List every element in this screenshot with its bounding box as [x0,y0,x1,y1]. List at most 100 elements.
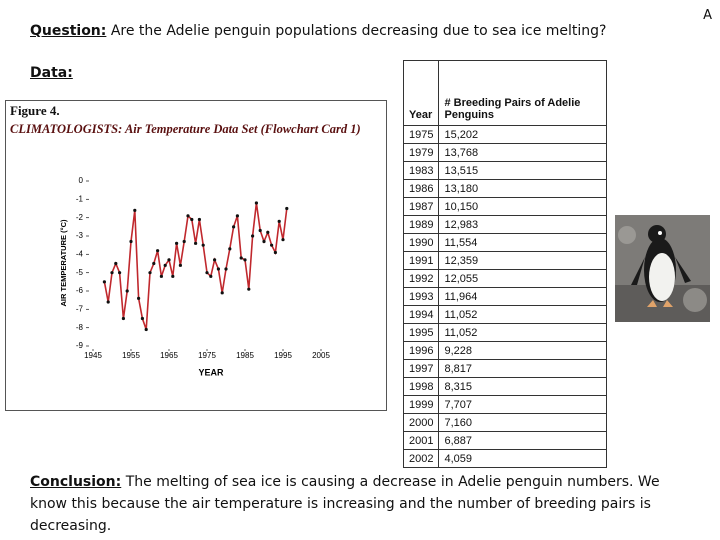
table-cell: 11,052 [438,305,607,324]
point [182,239,186,244]
table-cell: 1998 [402,377,440,396]
data-table: Year # Breeding Pairs of Adelie Penguins 1… [402,60,607,468]
table-row: 1987 10,150 [402,197,607,216]
table-cell: 1986 [402,179,440,198]
table-header: Year # Breeding Pairs of Adelie Penguins [402,60,607,126]
point [285,206,289,211]
table-cell: 1999 [402,395,440,414]
table-cell: 12,983 [438,215,607,234]
y-tick-label: -1 [76,194,84,203]
x-tick-label: 1985 [236,351,254,360]
table-row: 1998 8,315 [402,377,607,396]
point [114,261,118,266]
table-row: 1983 13,515 [402,161,607,180]
table-row: 1992 12,055 [402,269,607,288]
table-cell: 8,817 [438,359,607,378]
point [121,316,125,321]
table-row: 1995 11,052 [402,323,607,342]
x-tick-label: 1955 [122,351,140,360]
x-tick-label: 1995 [274,351,292,360]
y-tick-label: -5 [76,268,84,277]
y-axis-label: AIR TEMPERATURE (°C) [59,219,68,307]
point [163,263,167,267]
table-cell: 2001 [402,431,440,450]
point [228,247,232,251]
y-tick-label: -4 [76,249,84,258]
table-cell: 13,768 [438,143,607,162]
table-cell: 13,515 [438,161,607,180]
table-row: 1994 11,052 [402,305,607,324]
table-row: 1975 15,202 [402,125,607,144]
conclusion-label: Conclusion: [30,474,122,490]
table-cell: 11,554 [438,233,607,252]
point [251,234,255,238]
line [103,202,288,330]
conclusion: Conclusion: The melting of sea ice is ca… [30,471,680,537]
table-row: 2001 6,887 [402,431,607,450]
corner-letter: A [703,8,712,23]
point [247,287,251,291]
point [144,327,148,332]
table-row: 1993 11,964 [402,287,607,306]
question: Question: Are the Adelie penguin populat… [30,20,606,42]
table-cell: 1991 [402,251,440,270]
table-cell: 1994 [402,305,440,324]
chart: YEAR AIR TEMPERATURE (°C) 0 -1 -2 -3 -4 -5 -6 -… [59,176,330,377]
point [262,239,266,244]
point [254,201,258,205]
y-tick-label: -9 [76,341,84,350]
table-row: 1986 13,180 [402,179,607,198]
table-cell: 2002 [402,449,440,468]
point [224,267,228,271]
point [133,208,137,212]
point [167,258,171,262]
table-cell: 8,315 [438,377,607,396]
point [220,291,224,295]
point [175,241,179,245]
y-tick-label: -8 [76,323,84,332]
table-cell: 4,059 [438,449,607,468]
table-row: 1999 7,707 [402,395,607,414]
figure-caption: CLIMATOLOGISTS: Air Temperature Data Set… [10,122,361,136]
table-cell: 1987 [402,197,440,216]
table-cell: 12,055 [438,269,607,288]
penguin-photo [615,215,710,322]
point [118,271,122,275]
table-row: 2002 4,059 [402,449,607,468]
point [266,230,270,234]
question-text: Are the Adelie penguin populations decre… [110,23,607,39]
point [186,214,190,218]
point [239,256,243,260]
point [235,214,239,218]
table-row: 1997 8,817 [402,359,607,378]
y-tick-label: -7 [76,304,84,313]
table-row: 2000 7,160 [402,413,607,432]
x-tick-label: 2005 [312,351,330,360]
point [152,261,156,266]
table-cell: 1983 [402,161,440,180]
x-tick-label: 1975 [198,351,216,360]
table-row: 1989 12,983 [402,215,607,234]
point [178,263,182,267]
table-cell: 1992 [402,269,440,288]
point [125,289,129,293]
point [281,238,285,242]
table-row: 1979 13,768 [402,143,607,162]
table-row: 1990 11,554 [402,233,607,252]
x-axis-label: YEAR [198,367,224,377]
conclusion-text: The melting of sea ice is causing a decr… [30,474,660,534]
point [148,271,152,275]
point [258,228,262,233]
table-cell: 9,228 [438,341,607,360]
table-header-cell: Year [402,60,440,126]
table-cell: 11,052 [438,323,607,342]
table-cell: 1996 [402,341,440,360]
point [171,274,175,278]
table-cell: 1995 [402,323,440,342]
point [209,274,213,278]
question-label: Question: [30,23,107,39]
point [216,267,220,271]
table-cell: 11,964 [438,287,607,306]
point [201,243,205,247]
